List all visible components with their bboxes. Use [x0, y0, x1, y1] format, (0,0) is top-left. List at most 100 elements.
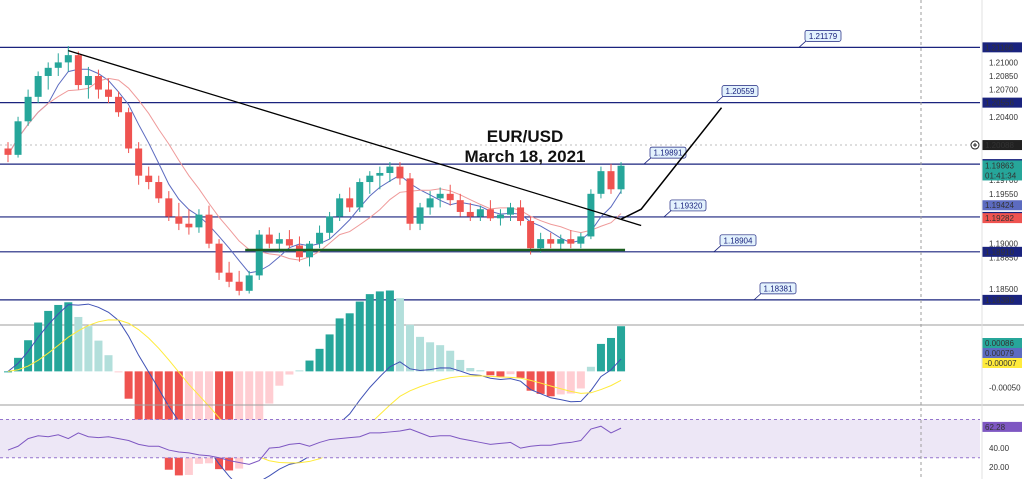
price-panel[interactable]: 1.21179 1.20559 1.19891 1.19320 1.18904 1.183… [0, 29, 1022, 305]
candle[interactable] [145, 166, 153, 190]
macd-bar [586, 366, 595, 372]
candle-body [275, 239, 283, 244]
candle[interactable] [185, 209, 193, 235]
macd-bar [426, 342, 435, 372]
candle[interactable] [245, 270, 253, 294]
chart-title-line-1: EUR/USD [487, 127, 564, 146]
rsi-price-tag: 62.28 [982, 421, 1022, 432]
candle[interactable] [496, 209, 504, 226]
candle[interactable] [336, 193, 344, 222]
candle[interactable] [557, 234, 565, 251]
candle[interactable] [306, 240, 313, 267]
candle[interactable] [255, 230, 263, 280]
macd-bar [617, 326, 626, 372]
candle-body [466, 211, 474, 217]
candle[interactable] [105, 78, 112, 104]
candle[interactable] [346, 187, 354, 212]
candle-body [446, 193, 454, 201]
candle[interactable] [24, 89, 32, 126]
candle[interactable] [205, 205, 213, 249]
candle[interactable] [426, 191, 434, 215]
candle[interactable] [64, 46, 72, 72]
rsi-panel[interactable]: 40.00 20.00 62.28 [0, 419, 1022, 473]
candle[interactable] [94, 69, 102, 99]
macd-bar [54, 304, 63, 372]
candle[interactable] [84, 66, 92, 99]
candle[interactable] [507, 202, 514, 222]
candle[interactable] [386, 162, 394, 183]
candle[interactable] [607, 163, 615, 194]
macd-bar [305, 360, 314, 372]
macd-bar [576, 371, 585, 389]
candle[interactable] [265, 227, 273, 249]
rsi-line [7, 425, 622, 465]
candle[interactable] [366, 171, 374, 194]
candle[interactable] [215, 239, 223, 280]
candle[interactable] [446, 184, 454, 206]
candle[interactable] [4, 142, 12, 163]
candle[interactable] [396, 162, 404, 185]
candle[interactable] [466, 202, 474, 222]
candle[interactable] [44, 62, 52, 90]
candle[interactable] [135, 142, 143, 185]
candle-body [336, 198, 344, 217]
candle[interactable] [486, 200, 494, 222]
candle[interactable] [436, 187, 444, 208]
price-tick-label: 1.18850 [989, 253, 1018, 262]
candle[interactable] [225, 261, 233, 288]
macd-bar [496, 371, 505, 377]
level-tag-bg [982, 294, 1022, 305]
macd-bar [416, 336, 425, 372]
candle[interactable] [476, 205, 484, 222]
candle-body [386, 166, 394, 173]
candle[interactable] [567, 230, 575, 249]
macd-bar [104, 355, 113, 372]
price-tag-label: 1.19863 [985, 161, 1014, 170]
candle[interactable] [165, 191, 173, 222]
price-tag-label: 1.19424 [985, 201, 1014, 210]
candle[interactable] [14, 116, 22, 158]
candle[interactable] [597, 166, 605, 199]
candle[interactable] [34, 71, 42, 104]
candle-body [205, 214, 213, 244]
candle[interactable] [527, 216, 535, 255]
candle-body [175, 216, 183, 224]
rsi-axis: 40.00 20.00 62.28 [982, 421, 1022, 472]
candle[interactable] [456, 193, 464, 217]
candle[interactable] [376, 166, 384, 190]
callout-label: 1.19320 [674, 201, 703, 210]
candle[interactable] [547, 232, 555, 249]
candle[interactable] [155, 175, 163, 203]
candle[interactable] [175, 202, 183, 231]
candle-body [34, 75, 42, 97]
candle[interactable] [326, 211, 334, 240]
candle[interactable] [416, 202, 424, 231]
candle-body [346, 198, 354, 208]
candle-body [557, 239, 565, 244]
candle[interactable] [577, 232, 585, 249]
candle-body [295, 245, 303, 258]
candle-body [426, 198, 434, 208]
candle[interactable] [195, 209, 203, 233]
candle[interactable] [74, 51, 82, 90]
candle[interactable] [316, 225, 324, 249]
price-tick-label: 1.19550 [989, 190, 1018, 199]
candle[interactable] [125, 107, 133, 154]
candle[interactable] [54, 53, 62, 76]
candles[interactable] [4, 46, 625, 296]
candle[interactable] [406, 172, 414, 231]
candle[interactable] [587, 189, 595, 240]
candle[interactable] [235, 270, 243, 296]
candle[interactable] [115, 91, 123, 117]
macd-bar [285, 371, 294, 375]
candle[interactable] [356, 178, 364, 212]
price-axis: 1.211501.210001.208501.207001.204001.197… [970, 42, 1022, 305]
chart-title-line-2: March 18, 2021 [465, 147, 586, 166]
candle-body [326, 216, 334, 233]
candle[interactable] [517, 200, 525, 226]
candle-body [617, 165, 625, 190]
candle[interactable] [617, 162, 625, 194]
candle[interactable] [285, 230, 293, 249]
